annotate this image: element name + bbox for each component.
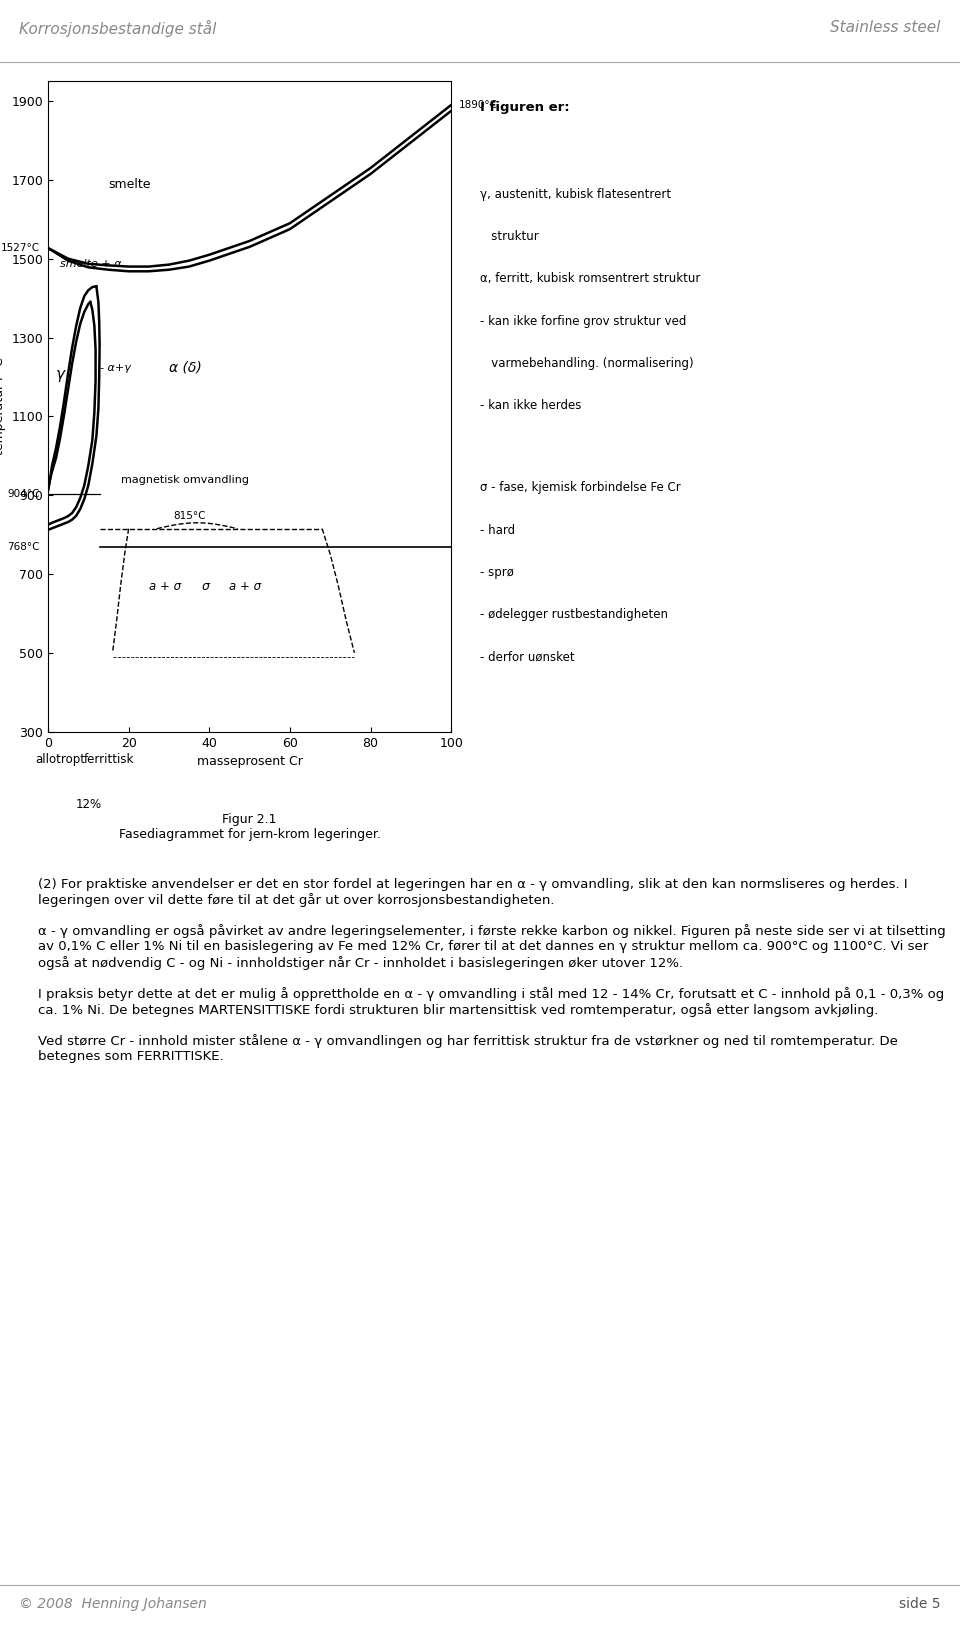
Text: - ødelegger rustbestandigheten: - ødelegger rustbestandigheten: [480, 608, 668, 621]
Text: © 2008  Henning Johansen: © 2008 Henning Johansen: [19, 1597, 207, 1611]
Text: varmebehandling. (normalisering): varmebehandling. (normalisering): [480, 358, 694, 371]
Text: 768°C: 768°C: [8, 541, 40, 553]
Text: σ: σ: [202, 580, 209, 593]
Text: - sprø: - sprø: [480, 566, 514, 579]
Text: 815°C: 815°C: [173, 511, 205, 520]
Text: 1890°C: 1890°C: [459, 99, 498, 111]
Y-axis label: temperatur i °C: temperatur i °C: [0, 358, 6, 455]
Text: magnetisk omvandling: magnetisk omvandling: [121, 475, 249, 486]
Text: Figur 2.1
Fasediagrammet for jern-krom legeringer.: Figur 2.1 Fasediagrammet for jern-krom l…: [119, 813, 380, 841]
Text: I figuren er:: I figuren er:: [480, 101, 569, 114]
Text: (2) For praktiske anvendelser er det en stor fordel at legeringen har en α - γ o: (2) For praktiske anvendelser er det en …: [38, 878, 947, 1063]
X-axis label: masseprosent Cr: masseprosent Cr: [197, 754, 302, 767]
Text: side 5: side 5: [900, 1597, 941, 1611]
Text: allotropt: allotropt: [36, 753, 85, 766]
Text: Stainless steel: Stainless steel: [830, 20, 941, 34]
Text: smelte: smelte: [108, 177, 151, 190]
Text: ferrittisk: ferrittisk: [84, 753, 133, 766]
Text: γ, austenitt, kubisk flatesentrert: γ, austenitt, kubisk flatesentrert: [480, 189, 671, 202]
Text: - kan ikke herdes: - kan ikke herdes: [480, 400, 582, 413]
Text: 1527°C: 1527°C: [1, 242, 40, 254]
Text: - derfor uønsket: - derfor uønsket: [480, 650, 575, 663]
Text: - hard: - hard: [480, 524, 516, 537]
Text: γ: γ: [56, 367, 65, 382]
Text: α, ferritt, kubisk romsentrert struktur: α, ferritt, kubisk romsentrert struktur: [480, 273, 701, 286]
Text: 904°C: 904°C: [8, 489, 40, 499]
Text: struktur: struktur: [480, 231, 539, 244]
Text: α (δ): α (δ): [169, 359, 202, 374]
Text: Korrosjonsbestandige stål: Korrosjonsbestandige stål: [19, 20, 217, 36]
Text: a + σ: a + σ: [229, 580, 261, 593]
Text: - α+γ: - α+γ: [101, 363, 132, 372]
Text: a + σ: a + σ: [149, 580, 180, 593]
Text: - kan ikke forfine grov struktur ved: - kan ikke forfine grov struktur ved: [480, 315, 686, 328]
Text: smelte + α: smelte + α: [60, 259, 122, 268]
Text: σ - fase, kjemisk forbindelse Fe Cr: σ - fase, kjemisk forbindelse Fe Cr: [480, 481, 681, 494]
Text: 12%: 12%: [75, 798, 102, 810]
